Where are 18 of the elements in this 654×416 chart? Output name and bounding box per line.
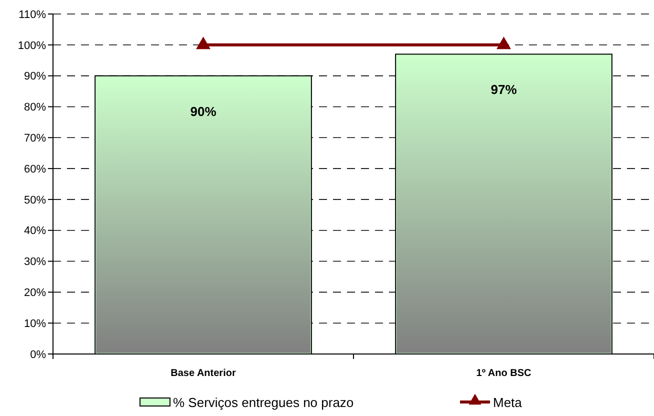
y-tick-label: 0% <box>30 348 46 361</box>
x-tick-label: 1º Ano BSC <box>476 368 532 379</box>
data-label: 90% <box>190 104 217 119</box>
data-label: 97% <box>490 82 518 98</box>
y-tick-label: 50% <box>24 194 46 206</box>
y-tick-label: 30% <box>24 256 46 268</box>
y-tick-label: 80% <box>24 102 46 114</box>
y-tick-label: 70% <box>24 132 46 144</box>
legend-label: Meta <box>493 395 523 410</box>
y-tick-label: 60% <box>24 163 46 176</box>
y-tick-label: 40% <box>24 225 46 238</box>
x-tick-label: Base Anterior <box>170 368 236 379</box>
y-tick-label: 110% <box>18 8 46 21</box>
legend-label: % Serviços entregues no prazo <box>173 395 354 410</box>
y-tick-label: 90% <box>24 70 46 83</box>
y-tick-label: 10% <box>24 318 46 330</box>
y-tick-label: 100% <box>18 40 46 52</box>
y-tick-label: 20% <box>24 287 46 300</box>
